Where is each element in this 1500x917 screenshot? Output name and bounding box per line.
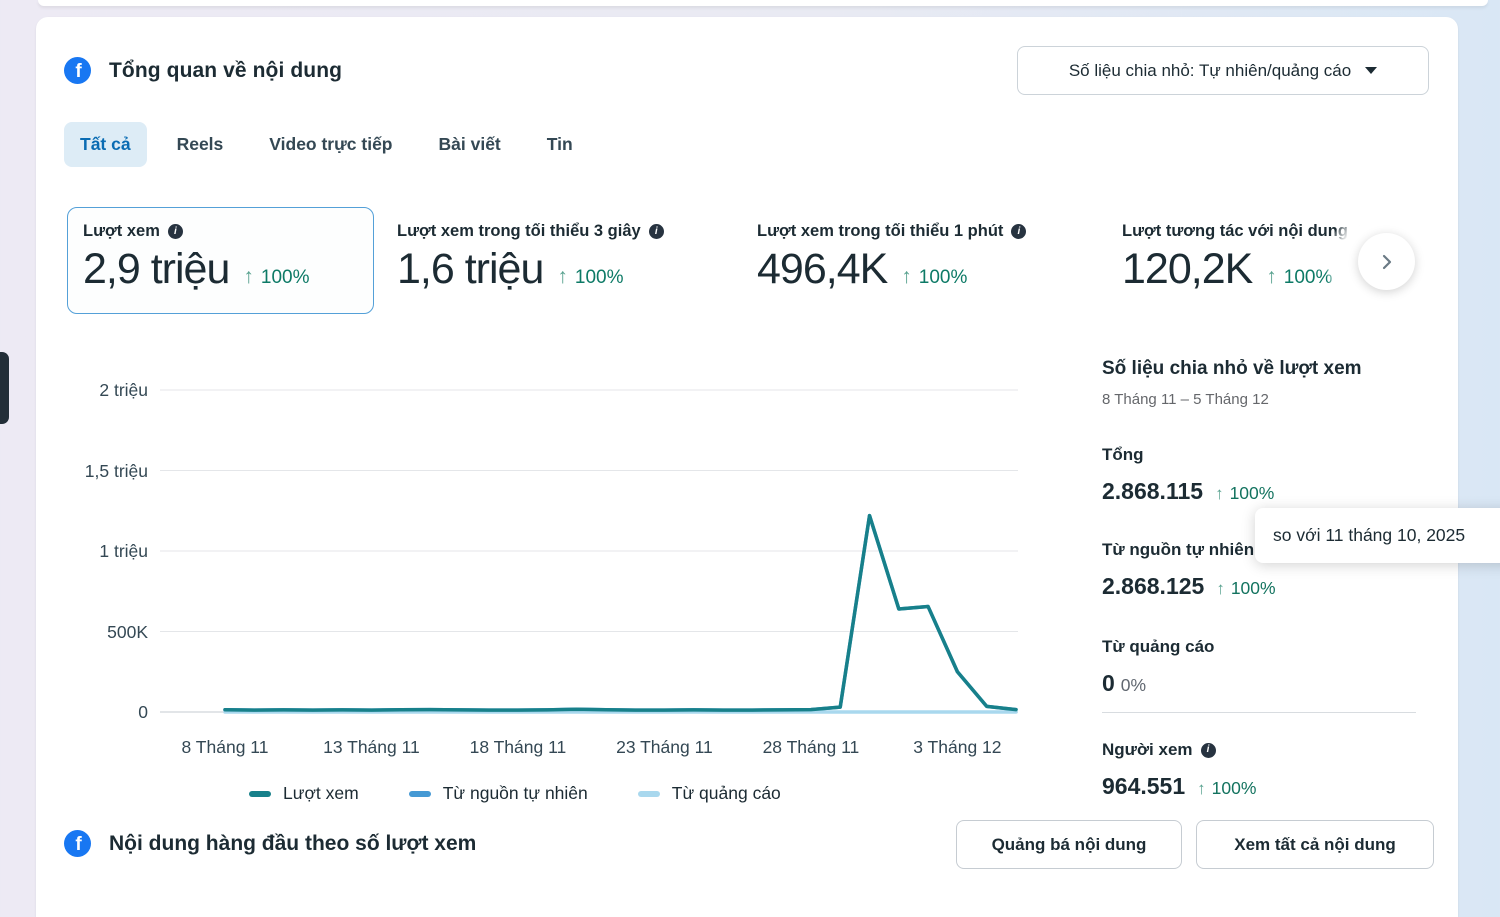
panel-divider <box>1102 712 1416 713</box>
chevron-down-icon <box>1365 67 1378 74</box>
y-axis-tick-label: 1 triệu <box>99 541 148 561</box>
carousel-next-button[interactable] <box>1358 233 1415 290</box>
trend-up-arrow-icon: ↑ <box>901 265 912 288</box>
panel-item-change: 100% <box>1229 483 1275 503</box>
chart-legend: Lượt xem Từ nguồn tự nhiên Từ quảng cáo <box>249 783 781 804</box>
metric-card-value: 120,2K <box>1122 245 1253 293</box>
x-axis-tick-label: 23 Tháng 11 <box>616 737 713 757</box>
trend-up-arrow-icon: ↑ <box>557 265 568 288</box>
panel-item-label: Người xem <box>1102 740 1193 759</box>
legend-item-1: Từ nguồn tự nhiên <box>408 783 588 804</box>
legend-item-2: Từ quảng cáo <box>637 783 781 804</box>
tab-4[interactable]: Tin <box>531 122 589 167</box>
series-line-0 <box>223 513 1018 712</box>
tab-0[interactable]: Tất cả <box>64 122 147 167</box>
y-axis-tick-label: 2 triệu <box>99 380 148 400</box>
panel-item-value: 0 <box>1102 670 1115 696</box>
breakdown-panel-date-range: 8 Tháng 11 – 5 Tháng 12 <box>1102 391 1269 408</box>
x-axis-tick-label: 3 Tháng 12 <box>913 737 1002 757</box>
trend-up-arrow-icon: ↑ <box>243 265 254 288</box>
promote-content-button[interactable]: Quảng bá nội dung <box>956 820 1182 869</box>
legend-label: Từ quảng cáo <box>671 783 781 803</box>
chevron-right-icon <box>1382 254 1391 269</box>
metric-card-change: 100% <box>574 267 624 288</box>
panel-item-change: 100% <box>1211 778 1257 798</box>
metric-card-change: 100% <box>918 267 968 288</box>
panel-item-3: Người xem i 964.551 ↑ 100% <box>1102 738 1432 800</box>
metric-card-0[interactable]: Lượt xem i 2,9 triệu ↑ 100% <box>67 207 374 314</box>
legend-swatch <box>637 790 660 797</box>
info-icon[interactable]: i <box>1011 224 1027 239</box>
metric-card-3[interactable]: Lượt tương tác với nội dungi120,2K↑100% <box>1122 207 1458 314</box>
content-type-tabs: Tất cả Reels Video trực tiếp Bài viết Tin <box>64 122 589 167</box>
panel-item-value: 2.868.125 <box>1102 573 1205 599</box>
y-axis-tick-label: 500K <box>107 621 148 642</box>
trend-up-arrow-icon: ↑ <box>1197 779 1206 798</box>
x-axis-tick-label: 18 Tháng 11 <box>469 737 567 757</box>
panel-item-change: 0% <box>1120 675 1147 695</box>
left-edge-tab[interactable] <box>0 352 9 424</box>
panel-item-label: Từ quảng cáo <box>1102 637 1215 656</box>
tab-1[interactable]: Reels <box>161 122 240 167</box>
comparison-tooltip: so với 11 tháng 10, 2025 <box>1255 508 1500 563</box>
legend-item-0: Lượt xem <box>249 783 359 804</box>
trend-up-arrow-icon: ↑ <box>1266 265 1277 288</box>
panel-item-2: Từ quảng cáo 0 0% <box>1102 635 1432 697</box>
facebook-icon: f <box>64 830 91 857</box>
metric-card-1[interactable]: Lượt xem trong tối thiểu 3 giây i 1,6 triệ… <box>397 207 737 314</box>
page-title: Tổng quan về nội dung <box>109 58 343 82</box>
panel-item-label: Từ nguồn tự nhiên <box>1102 540 1255 559</box>
views-line-chart <box>160 389 1018 714</box>
panel-item-value: 964.551 <box>1102 773 1186 799</box>
panel-item-change: 100% <box>1230 578 1276 598</box>
x-axis-tick-label: 28 Tháng 11 <box>762 737 860 757</box>
previous-card-bottom-edge <box>38 0 1488 6</box>
breakdown-panel-title: Số liệu chia nhỏ về lượt xem <box>1102 358 1362 379</box>
legend-label: Từ nguồn tự nhiên <box>442 783 588 803</box>
metric-card-value: 2,9 triệu <box>83 245 230 293</box>
top-content-title: Nội dung hàng đầu theo số lượt xem <box>109 831 477 855</box>
facebook-icon: f <box>64 57 91 84</box>
breakdown-dropdown[interactable]: Số liệu chia nhỏ: Tự nhiên/quảng cáo <box>1017 46 1429 95</box>
metric-card-2[interactable]: Lượt xem trong tối thiểu 1 phút i 496,4K ↑ 1… <box>757 207 1102 314</box>
legend-label: Lượt xem <box>283 783 359 803</box>
y-axis-tick-label: 0 <box>138 702 148 722</box>
x-axis-tick-label: 13 Tháng 11 <box>323 737 420 757</box>
legend-swatch <box>408 790 431 797</box>
panel-item-label: Tổng <box>1102 445 1144 464</box>
trend-up-arrow-icon: ↑ <box>1215 484 1224 503</box>
y-axis-tick-label: 1,5 triệu <box>84 460 148 481</box>
breakdown-dropdown-label: Số liệu chia nhỏ: Tự nhiên/quảng cáo <box>1068 60 1352 80</box>
info-icon[interactable]: i <box>648 224 664 239</box>
comparison-tooltip-text: so với 11 tháng 10, 2025 <box>1273 525 1466 545</box>
tab-2[interactable]: Video trực tiếp <box>253 122 408 167</box>
panel-item-value: 2.868.115 <box>1102 478 1204 504</box>
content-overview-card: f Tổng quan về nội dung Số liệu chia nhỏ… <box>36 17 1458 917</box>
facebook-f-glyph: f <box>75 834 82 855</box>
facebook-f-glyph: f <box>75 61 82 82</box>
info-icon[interactable]: i <box>1200 742 1216 758</box>
metric-card-value: 1,6 triệu <box>397 245 544 293</box>
top-content-header: f Nội dung hàng đầu theo số lượt xem <box>64 830 476 857</box>
card-header: f Tổng quan về nội dung <box>64 57 342 84</box>
metric-card-label: Lượt xem <box>83 222 160 240</box>
legend-swatch <box>249 790 271 797</box>
metric-card-change: 100% <box>260 267 310 288</box>
tab-3[interactable]: Bài viết <box>423 122 517 167</box>
view-all-content-button[interactable]: Xem tất cả nội dung <box>1196 820 1434 869</box>
series-line-1 <box>223 513 1018 712</box>
trend-up-arrow-icon: ↑ <box>1216 579 1225 598</box>
metric-card-label: Lượt xem trong tối thiểu 1 phút <box>757 222 1004 240</box>
info-icon[interactable]: i <box>167 224 183 239</box>
metric-card-label: Lượt tương tác với nội dung <box>1122 222 1348 240</box>
metric-card-change: 100% <box>1283 267 1333 288</box>
metric-card-value: 496,4K <box>757 245 888 293</box>
panel-item-1: Từ nguồn tự nhiên 2.868.125 ↑ 100% <box>1102 538 1432 600</box>
metric-card-label: Lượt xem trong tối thiểu 3 giây <box>397 222 641 240</box>
panel-item-0: Tổng 2.868.115 ↑ 100% <box>1102 443 1432 505</box>
x-axis-tick-label: 8 Tháng 11 <box>181 737 269 757</box>
